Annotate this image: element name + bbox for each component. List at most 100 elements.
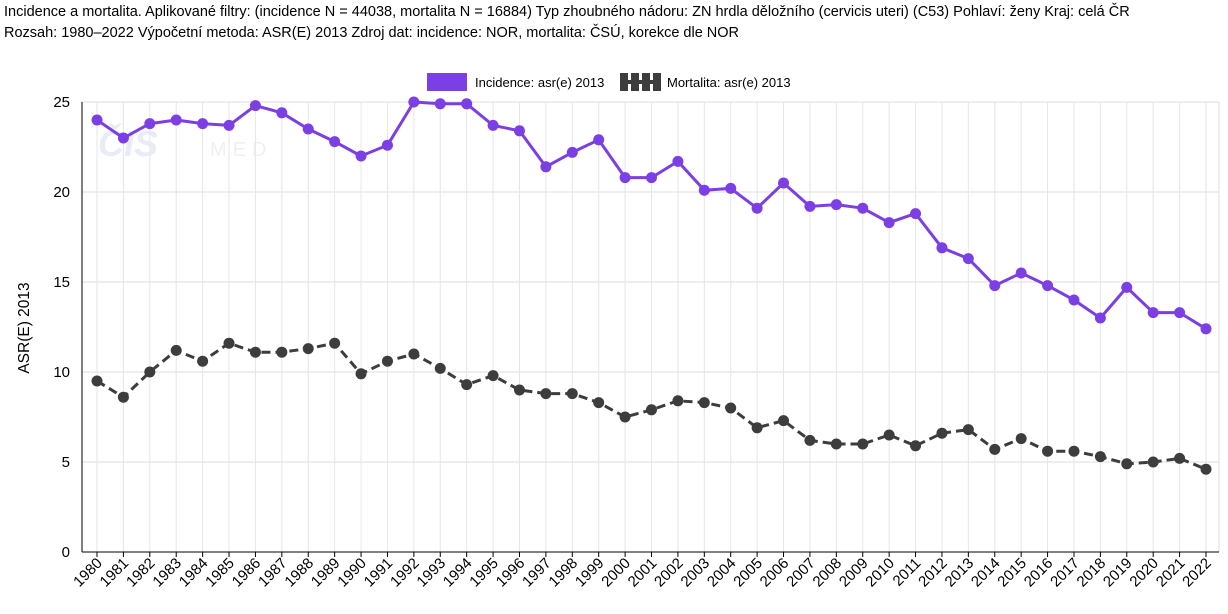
data-point[interactable] xyxy=(1200,463,1212,475)
data-point[interactable] xyxy=(381,139,393,151)
data-point[interactable] xyxy=(487,119,499,131)
data-point[interactable] xyxy=(302,123,314,135)
data-point[interactable] xyxy=(1015,267,1027,279)
data-point[interactable] xyxy=(725,182,737,194)
data-point[interactable] xyxy=(672,395,684,407)
data-point[interactable] xyxy=(989,443,1001,455)
data-point[interactable] xyxy=(1094,451,1106,463)
x-tick-label: 1983 xyxy=(149,555,185,591)
data-point[interactable] xyxy=(91,114,103,126)
data-point[interactable] xyxy=(593,134,605,146)
x-tick-label: 1981 xyxy=(97,555,133,591)
data-point[interactable] xyxy=(910,208,922,220)
data-point[interactable] xyxy=(936,242,948,254)
data-point[interactable] xyxy=(461,379,473,391)
data-point[interactable] xyxy=(751,422,763,434)
data-point[interactable] xyxy=(751,202,763,214)
data-point[interactable] xyxy=(804,200,816,212)
x-tick-label: 2000 xyxy=(598,555,634,591)
data-point[interactable] xyxy=(355,368,367,380)
data-point[interactable] xyxy=(857,202,869,214)
data-point[interactable] xyxy=(408,348,420,360)
data-point[interactable] xyxy=(646,404,657,416)
data-point[interactable] xyxy=(989,280,1001,292)
x-tick-label: 2020 xyxy=(1126,555,1162,591)
data-point[interactable] xyxy=(619,172,631,184)
data-point[interactable] xyxy=(1042,445,1054,457)
data-point[interactable] xyxy=(1015,433,1027,445)
data-point[interactable] xyxy=(170,344,182,356)
x-tick-label: 1982 xyxy=(123,555,159,591)
data-point[interactable] xyxy=(698,184,710,196)
data-point[interactable] xyxy=(1200,323,1212,335)
data-point[interactable] xyxy=(857,438,869,450)
x-tick-label: 1992 xyxy=(387,555,423,591)
data-point[interactable] xyxy=(962,253,974,265)
data-point[interactable] xyxy=(461,98,473,110)
data-point[interactable] xyxy=(540,161,552,173)
data-point[interactable] xyxy=(249,346,261,358)
data-point[interactable] xyxy=(566,388,578,400)
data-point[interactable] xyxy=(778,415,790,427)
data-point[interactable] xyxy=(1147,456,1159,468)
legend-item[interactable]: Incidence: asr(e) 2013 xyxy=(427,73,604,91)
data-point[interactable] xyxy=(170,114,182,126)
data-point[interactable] xyxy=(1094,312,1106,324)
data-point[interactable] xyxy=(619,411,631,423)
data-point[interactable] xyxy=(197,118,209,130)
data-point[interactable] xyxy=(381,355,393,367)
data-point[interactable] xyxy=(434,98,446,110)
data-point[interactable] xyxy=(144,118,156,130)
data-point[interactable] xyxy=(1121,458,1133,470)
data-point[interactable] xyxy=(804,434,816,446)
legend-item[interactable]: Mortalita: asr(e) 2013 xyxy=(620,73,791,91)
data-point[interactable] xyxy=(830,199,842,211)
data-point[interactable] xyxy=(883,217,895,229)
data-point[interactable] xyxy=(910,440,922,452)
data-point[interactable] xyxy=(276,346,288,358)
data-point[interactable] xyxy=(249,100,261,112)
x-tick-label: 1995 xyxy=(466,555,502,591)
data-point[interactable] xyxy=(223,119,235,131)
data-point[interactable] xyxy=(1121,281,1133,293)
data-point[interactable] xyxy=(487,370,499,382)
y-tick-label: 0 xyxy=(62,544,70,561)
data-point[interactable] xyxy=(144,366,156,378)
data-point[interactable] xyxy=(962,424,974,436)
data-point[interactable] xyxy=(1147,307,1159,319)
data-point[interactable] xyxy=(223,337,235,349)
data-point[interactable] xyxy=(1042,280,1054,292)
data-point[interactable] xyxy=(1174,452,1186,464)
data-point[interactable] xyxy=(117,132,129,144)
data-point[interactable] xyxy=(1068,294,1080,306)
data-point[interactable] xyxy=(408,96,420,108)
data-point[interactable] xyxy=(830,438,842,450)
header-line-2: Rozsah: 1980–2022 Výpočetní metoda: ASR(… xyxy=(4,25,740,41)
data-point[interactable] xyxy=(1068,445,1080,457)
data-point[interactable] xyxy=(513,384,525,396)
data-point[interactable] xyxy=(302,343,314,355)
x-tick-label: 1980 xyxy=(70,555,106,591)
data-point[interactable] xyxy=(725,402,737,414)
data-point[interactable] xyxy=(197,355,209,367)
data-point[interactable] xyxy=(513,125,525,137)
data-point[interactable] xyxy=(936,427,948,439)
series-mortality xyxy=(91,337,1212,475)
data-point[interactable] xyxy=(117,391,129,403)
data-point[interactable] xyxy=(646,172,657,184)
data-point[interactable] xyxy=(329,337,341,349)
data-point[interactable] xyxy=(672,155,684,167)
data-point[interactable] xyxy=(355,150,367,162)
data-point[interactable] xyxy=(698,397,710,409)
data-point[interactable] xyxy=(434,362,446,374)
data-point[interactable] xyxy=(1174,307,1186,319)
data-point[interactable] xyxy=(566,146,578,158)
x-tick-label: 1984 xyxy=(176,555,212,591)
data-point[interactable] xyxy=(276,107,288,119)
data-point[interactable] xyxy=(593,397,605,409)
data-point[interactable] xyxy=(91,375,103,387)
data-point[interactable] xyxy=(540,388,552,400)
data-point[interactable] xyxy=(329,136,341,148)
data-point[interactable] xyxy=(883,429,895,441)
data-point[interactable] xyxy=(778,177,790,189)
